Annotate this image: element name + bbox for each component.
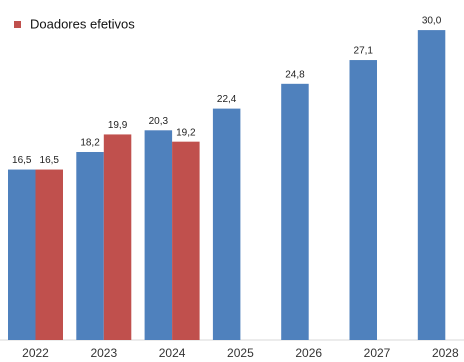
bar (212, 108, 241, 340)
value-label: 27,1 (354, 46, 374, 57)
bar (144, 130, 173, 340)
x-tick-label: 2022 (22, 346, 49, 360)
value-label: 18,2 (80, 138, 100, 149)
value-label: 19,9 (108, 120, 128, 131)
bar (103, 134, 132, 340)
legend-swatch (14, 21, 21, 28)
bar (35, 169, 63, 340)
value-label: 24,8 (285, 69, 305, 80)
bar (172, 141, 200, 340)
value-label: 16,5 (40, 155, 60, 166)
x-tick-label: 2027 (364, 346, 391, 360)
bar (417, 30, 446, 340)
x-tick-label: 2023 (90, 346, 117, 360)
bar (349, 60, 377, 340)
x-tick-label: 2025 (227, 346, 254, 360)
bar (8, 169, 36, 340)
x-tick-label: 2026 (295, 346, 322, 360)
value-label: 16,5 (12, 155, 32, 166)
value-label: 19,2 (176, 127, 196, 138)
bar (76, 151, 104, 340)
x-tick-label: 2024 (159, 346, 186, 360)
value-label: 30,0 (422, 16, 442, 27)
value-label: 20,3 (149, 116, 169, 127)
value-label: 22,4 (217, 94, 237, 105)
legend-label: Doadores efetivos (30, 16, 135, 31)
x-tick-label: 2028 (432, 346, 459, 360)
bar (281, 83, 309, 340)
